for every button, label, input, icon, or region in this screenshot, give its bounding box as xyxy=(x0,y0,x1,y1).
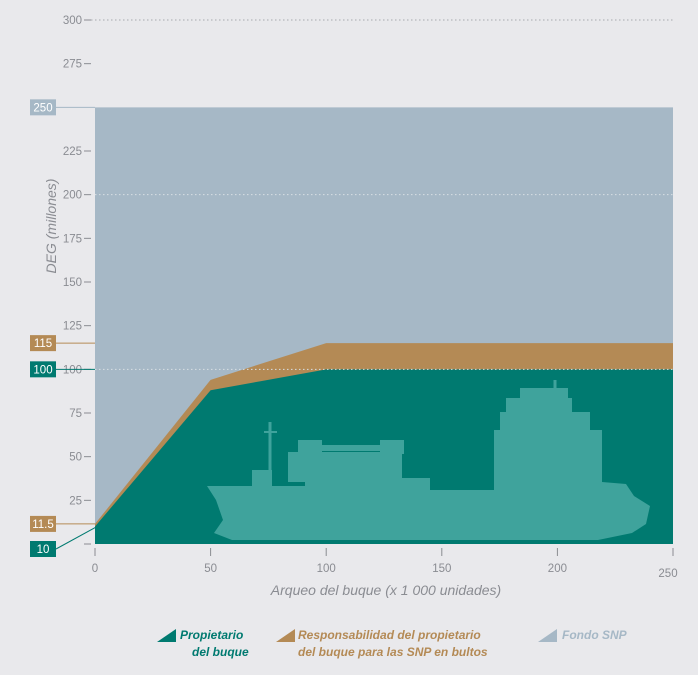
x-tick-label: 50 xyxy=(204,563,217,575)
y-tick-label: 200 xyxy=(63,190,82,202)
ship-hull xyxy=(207,470,650,540)
x-tick-label: 150 xyxy=(432,563,451,575)
x-tick-label: 200 xyxy=(548,563,567,575)
x-tick-label: 100 xyxy=(317,563,336,575)
y-tick-label: 300 xyxy=(63,15,82,27)
y-tick-label: 275 xyxy=(63,59,82,71)
callout-label: 250 xyxy=(33,102,52,114)
callout-badge xyxy=(30,361,56,378)
legend-label: del buque xyxy=(192,645,249,659)
legend-item-propietario: Propietario del buque xyxy=(157,628,249,659)
legend-label: Propietario xyxy=(180,628,243,642)
y-axis-title: DEG (millones) xyxy=(43,179,59,274)
callout-label: 115 xyxy=(34,338,52,350)
y-tick-label: 25 xyxy=(69,495,82,507)
y-tick-label: 225 xyxy=(63,146,82,158)
ship-silhouette xyxy=(207,380,650,540)
callout-label: 11.5 xyxy=(32,519,54,531)
y-axis: 25 50 75 100 125 150 175 200 225 275 300 xyxy=(63,15,91,545)
callout-label: 10 xyxy=(37,544,50,556)
y-tick-label: 50 xyxy=(69,452,82,464)
legend-label: Fondo SNP xyxy=(562,628,628,642)
callout-label: 100 xyxy=(33,364,52,376)
ship-structure xyxy=(500,412,590,432)
callout-badge xyxy=(30,335,56,352)
legend-item-fondo-snp: Fondo SNP xyxy=(538,628,628,642)
x-tick-label: 250 xyxy=(658,568,677,580)
callout-badge xyxy=(30,99,56,116)
callout-leader xyxy=(55,526,98,550)
y-tick-label: 75 xyxy=(69,408,82,420)
legend-swatch xyxy=(157,629,176,642)
ship-structure xyxy=(506,398,572,414)
x-axis: 0 50 100 150 200 250 xyxy=(92,548,678,580)
legend: Propietario del buque Responsabilidad del … xyxy=(157,628,628,659)
y-tick-label: 150 xyxy=(63,277,82,289)
legend-label: Responsabilidad del propietario xyxy=(298,628,481,642)
ship-structure xyxy=(300,445,400,451)
x-axis-title: Arqueo del buque (x 1 000 unidades) xyxy=(270,582,501,598)
x-tick-label: 0 xyxy=(92,563,98,575)
legend-swatch xyxy=(276,629,295,642)
callout-badge xyxy=(30,515,56,532)
y-tick-label: 100 xyxy=(63,364,82,376)
legend-swatch xyxy=(538,629,557,642)
ship-structure xyxy=(288,452,402,482)
ship-structure xyxy=(494,430,602,472)
ship-structure xyxy=(252,470,272,488)
gridlines xyxy=(91,19,673,370)
legend-label: del buque para las SNP en bultos xyxy=(298,645,488,659)
y-tick-label: 175 xyxy=(63,233,82,245)
legend-item-responsabilidad: Responsabilidad del propietario del buque… xyxy=(276,628,488,659)
y-tick-label: 125 xyxy=(63,321,82,333)
callout-badge xyxy=(30,541,56,557)
value-callouts: 250 115 100 11.5 10 xyxy=(30,99,98,557)
